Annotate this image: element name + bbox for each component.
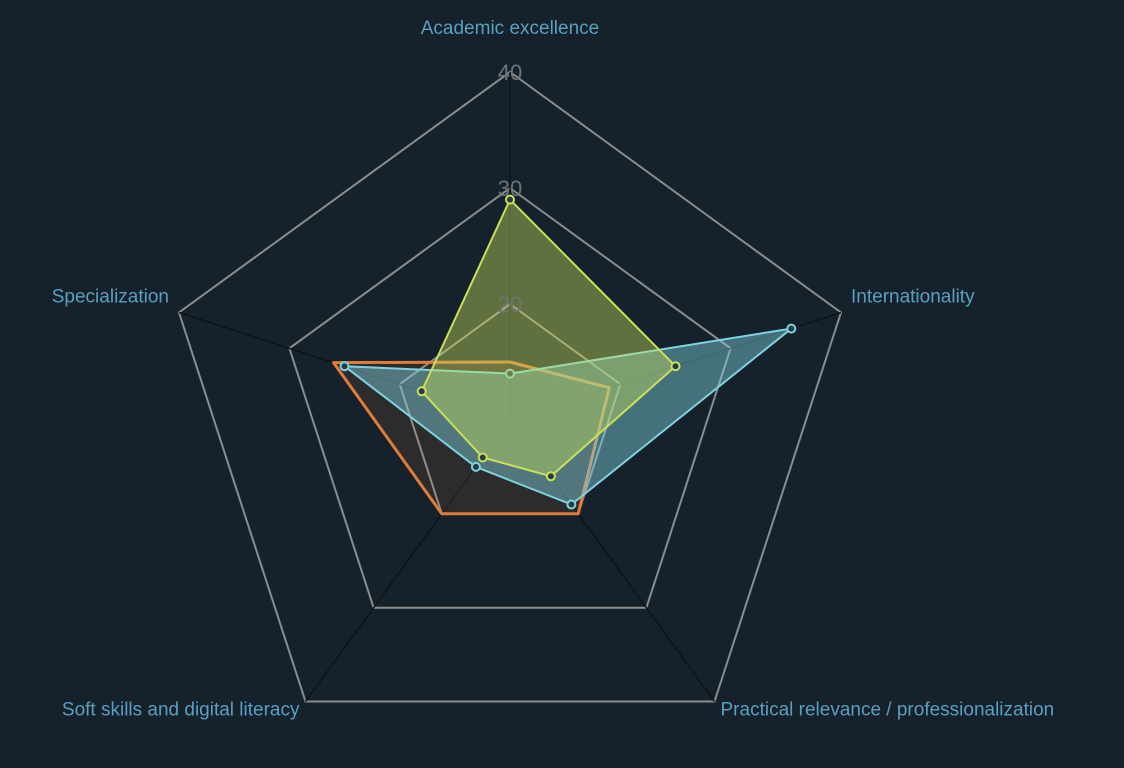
- series-2-point-1: [505, 368, 515, 379]
- grid-ring-40: [177, 70, 843, 703]
- series-2-point-3: [566, 499, 577, 510]
- series-3-point-4: [477, 452, 488, 463]
- tick-label-30: 30: [498, 176, 522, 201]
- tick-label-40: 40: [498, 60, 522, 85]
- series-3-point-5: [416, 386, 427, 397]
- radar-axis-labels: Academic excellence Internationality Pract…: [52, 18, 1054, 721]
- series-1-area: [332, 360, 611, 516]
- radar-series: [332, 194, 797, 516]
- series-3-area: [420, 198, 677, 478]
- axis-label-1: Academic excellence: [421, 18, 599, 39]
- series-3-point-2: [670, 361, 681, 372]
- series-3: [416, 194, 681, 482]
- series-3-point-3: [545, 471, 556, 482]
- grid-ring-30: [288, 186, 732, 609]
- series-2-point-4: [470, 461, 481, 472]
- series-2-area: [343, 327, 793, 506]
- spoke-3: [509, 419, 716, 702]
- series-1: [332, 360, 611, 516]
- radar-tick-labels: 20 30 40: [498, 60, 522, 317]
- series-3-point-1: [505, 194, 515, 205]
- axis-label-2: Internationality: [851, 287, 975, 308]
- series-2-point-2: [786, 323, 797, 334]
- series-2: [339, 323, 797, 510]
- tick-label-20: 20: [498, 292, 522, 317]
- axis-label-3: Practical relevance / professionalizatio…: [721, 700, 1055, 721]
- series-2-point-5: [339, 361, 350, 372]
- axis-label-5: Specialization: [52, 287, 169, 308]
- axis-label-4: Soft skills and digital literacy: [62, 700, 300, 721]
